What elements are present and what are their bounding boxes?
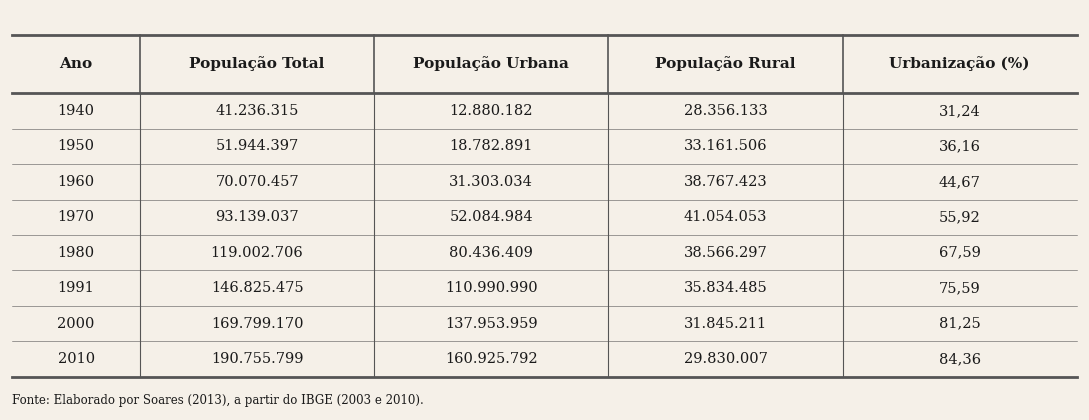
Text: 1991: 1991 [58,281,95,295]
Text: 1980: 1980 [58,246,95,260]
Text: População Urbana: População Urbana [414,57,570,71]
Text: 51.944.397: 51.944.397 [216,139,298,153]
Text: 29.830.007: 29.830.007 [684,352,768,366]
Text: 35.834.485: 35.834.485 [684,281,768,295]
Text: 1940: 1940 [58,104,95,118]
FancyBboxPatch shape [12,235,1077,270]
Text: 38.566.297: 38.566.297 [684,246,768,260]
Text: Urbanização (%): Urbanização (%) [890,57,1030,71]
Text: 36,16: 36,16 [939,139,981,153]
FancyBboxPatch shape [12,35,1077,93]
Text: 1960: 1960 [58,175,95,189]
Text: 80.436.409: 80.436.409 [450,246,534,260]
Text: 18.782.891: 18.782.891 [450,139,533,153]
Text: 41.054.053: 41.054.053 [684,210,768,224]
Text: 67,59: 67,59 [939,246,980,260]
Text: 190.755.799: 190.755.799 [211,352,304,366]
Text: 38.767.423: 38.767.423 [684,175,768,189]
FancyBboxPatch shape [12,341,1077,377]
Text: 119.002.706: 119.002.706 [210,246,304,260]
Text: População Total: População Total [189,57,325,71]
Text: 52.084.984: 52.084.984 [450,210,534,224]
Text: 28.356.133: 28.356.133 [684,104,768,118]
FancyBboxPatch shape [12,93,1077,129]
FancyBboxPatch shape [12,200,1077,235]
FancyBboxPatch shape [12,306,1077,341]
Text: 84,36: 84,36 [939,352,981,366]
Text: 110.990.990: 110.990.990 [445,281,538,295]
Text: População Rural: População Rural [656,57,796,71]
Text: 137.953.959: 137.953.959 [445,317,538,331]
FancyBboxPatch shape [12,164,1077,200]
FancyBboxPatch shape [12,270,1077,306]
Text: 81,25: 81,25 [939,317,980,331]
Text: 75,59: 75,59 [939,281,980,295]
Text: 146.825.475: 146.825.475 [211,281,304,295]
Text: 93.139.037: 93.139.037 [216,210,298,224]
Text: 31.303.034: 31.303.034 [450,175,534,189]
FancyBboxPatch shape [12,129,1077,164]
Text: 55,92: 55,92 [939,210,980,224]
Text: 160.925.792: 160.925.792 [445,352,538,366]
Text: 31.845.211: 31.845.211 [684,317,767,331]
Text: 169.799.170: 169.799.170 [211,317,304,331]
Text: Fonte: Elaborado por Soares (2013), a partir do IBGE (2003 e 2010).: Fonte: Elaborado por Soares (2013), a pa… [12,394,424,407]
Text: 2000: 2000 [58,317,95,331]
Text: 1970: 1970 [58,210,95,224]
Text: 41.236.315: 41.236.315 [216,104,298,118]
Text: 12.880.182: 12.880.182 [450,104,533,118]
Text: Ano: Ano [60,57,93,71]
Text: 1950: 1950 [58,139,95,153]
Text: 31,24: 31,24 [939,104,980,118]
Text: 33.161.506: 33.161.506 [684,139,768,153]
Text: 44,67: 44,67 [939,175,980,189]
Text: 70.070.457: 70.070.457 [216,175,298,189]
Text: 2010: 2010 [58,352,95,366]
